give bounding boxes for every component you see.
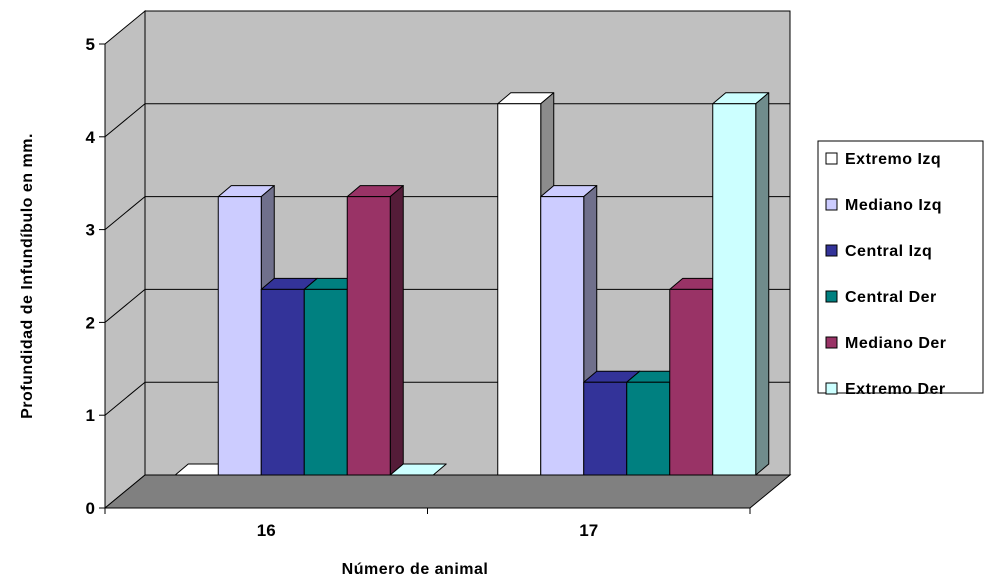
y-tick-label: 4 xyxy=(86,128,96,147)
bar-top xyxy=(389,463,447,476)
bar-front xyxy=(540,196,585,476)
legend-items: Extremo Izq Mediano Izq Central Izq Central… xyxy=(825,151,947,398)
bar-front xyxy=(669,288,714,476)
bar-front xyxy=(260,288,305,476)
side-wall xyxy=(104,9,146,510)
bar xyxy=(712,92,770,476)
bar-front xyxy=(712,103,757,476)
legend-swatch xyxy=(825,382,838,395)
x-tick-label: 16 xyxy=(257,521,276,540)
legend-label: Mediano Der xyxy=(845,335,947,352)
legend-label: Extremo Der xyxy=(845,381,946,398)
legend-swatch xyxy=(825,290,838,303)
y-tick-label: 0 xyxy=(86,499,95,518)
gridline xyxy=(104,103,790,138)
x-axis: 16 17 xyxy=(104,507,751,540)
legend-label: Extremo Izq xyxy=(845,151,941,168)
x-tick-label: 17 xyxy=(579,521,598,540)
x-axis-title: Número de animal xyxy=(342,561,489,578)
floor xyxy=(103,474,792,509)
y-tick-label: 3 xyxy=(86,221,95,240)
y-tick-label: 1 xyxy=(86,406,95,425)
legend-label: Central Izq xyxy=(845,243,932,260)
legend-swatch xyxy=(825,198,838,211)
legend-label: Central Der xyxy=(845,289,937,306)
legend-swatch xyxy=(825,152,838,165)
legend-swatch xyxy=(825,336,838,349)
y-axis: 0 1 2 3 4 5 xyxy=(86,35,106,518)
bar xyxy=(389,463,447,476)
bar-side xyxy=(755,92,770,476)
bar-front xyxy=(346,196,391,476)
bar-front xyxy=(497,103,542,476)
bars xyxy=(174,92,770,476)
bar-front xyxy=(583,381,628,476)
bar-front xyxy=(626,381,671,476)
legend-label: Mediano Izq xyxy=(845,197,942,214)
legend: Extremo Izq Mediano Izq Central Izq Central… xyxy=(817,140,984,398)
legend-box xyxy=(817,140,984,394)
legend-swatch xyxy=(825,244,838,257)
y-tick-label: 5 xyxy=(86,35,95,54)
y-tick-label: 2 xyxy=(86,313,95,332)
y-axis-title: Profundidad de Infundíbulo en mm. xyxy=(19,133,36,419)
bar-front xyxy=(217,196,262,476)
bar xyxy=(346,185,404,476)
bar-side xyxy=(389,185,404,476)
bar-front xyxy=(303,288,348,476)
